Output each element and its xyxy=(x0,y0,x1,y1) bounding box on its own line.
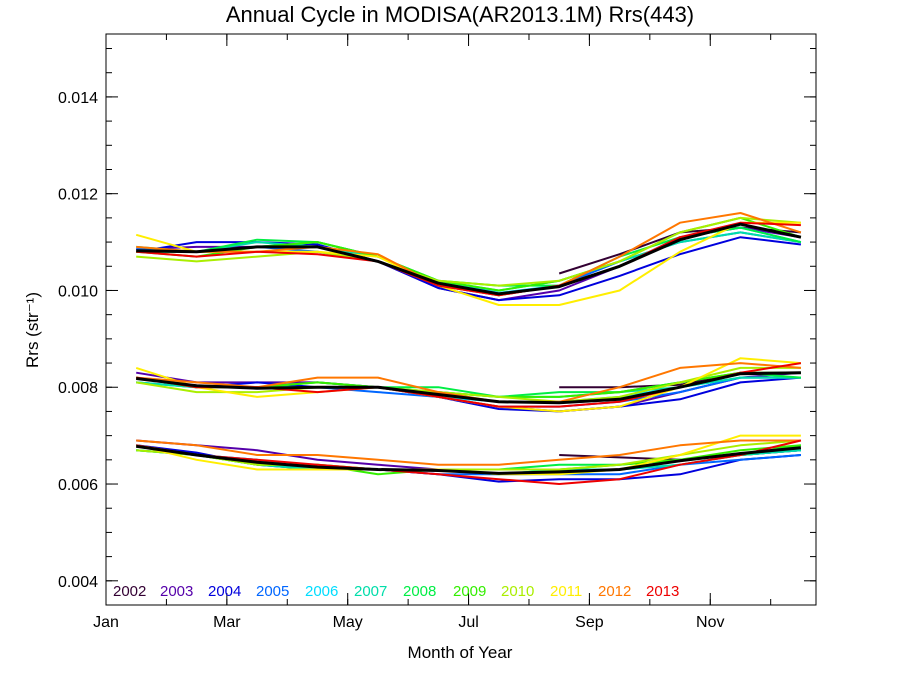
legend: 2002 2003 2004 2005 2006 2007 2008 2009 2010 2011… xyxy=(113,583,679,600)
series-line-2013-group-1 xyxy=(136,221,801,297)
series-line-2013-group-3 xyxy=(136,439,802,485)
legend-item-2011: 2011 xyxy=(550,583,582,600)
series-line-2010-group-2 xyxy=(136,366,801,403)
chart-title: Annual Cycle in MODISA(AR2013.1M) Rrs(44… xyxy=(226,2,694,27)
legend-item-2005: 2005 xyxy=(256,583,289,600)
x-tick-label: Jan xyxy=(93,614,119,631)
series-line-mean-group-1 xyxy=(136,222,802,296)
y-tick-label: 0.006 xyxy=(58,477,98,494)
legend-item-2013: 2013 xyxy=(646,583,679,600)
legend-item-2007: 2007 xyxy=(354,583,387,600)
series-layer xyxy=(135,212,802,485)
series-line-2012-group-3 xyxy=(136,439,801,466)
x-tick-label: Sep xyxy=(575,614,604,631)
series-line-mean-group-2 xyxy=(136,371,801,405)
y-tick-label: 0.004 xyxy=(58,574,98,591)
legend-item-2008: 2008 xyxy=(403,583,436,600)
axes-layer: 0.004 0.006 0.008 0.010 0.012 0.014 Jan Mar May J… xyxy=(58,33,817,631)
legend-item-2003: 2003 xyxy=(160,583,193,600)
y-tick-label: 0.014 xyxy=(58,90,98,107)
y-tick-label: 0.010 xyxy=(58,283,98,300)
series-line-2010-group-1 xyxy=(136,216,801,287)
legend-item-2006: 2006 xyxy=(305,583,338,600)
x-tick-label: Jul xyxy=(458,614,478,631)
legend-item-2012: 2012 xyxy=(598,583,631,600)
x-tick-label: Mar xyxy=(213,614,241,631)
x-tick-label: Nov xyxy=(696,614,724,631)
series-line-2010-group-3 xyxy=(136,439,801,471)
legend-item-2002: 2002 xyxy=(113,583,146,600)
legend-item-2009: 2009 xyxy=(453,583,486,600)
y-tick-label: 0.012 xyxy=(58,187,98,204)
legend-item-2004: 2004 xyxy=(208,583,241,600)
series-line-mean-group-3 xyxy=(135,444,802,475)
x-axis-label: Month of Year xyxy=(408,643,513,662)
series-line-2004-group-2 xyxy=(136,376,801,413)
y-tick-label: 0.008 xyxy=(58,380,98,397)
x-tick-label: May xyxy=(333,614,363,631)
y-axis-label: Rrs (str⁻¹) xyxy=(23,292,42,368)
series-line-2008-group-1 xyxy=(136,226,802,287)
series-line-2002-group-1 xyxy=(558,226,801,275)
legend-item-2010: 2010 xyxy=(501,583,534,600)
plot-frame xyxy=(105,33,817,606)
